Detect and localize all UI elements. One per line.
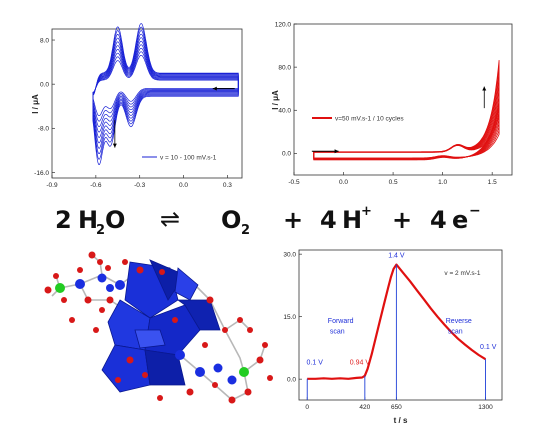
eq-plus-1: + [283,206,303,234]
ca-series-line [307,263,487,380]
eq-oxygen: O [221,206,241,234]
cv2-xtick-label: 1.5 [488,179,497,186]
ca-label-reverse: Reverse [446,318,472,325]
eq-proton: H [342,206,362,234]
cv2-ytick-label: 40.0 [278,108,291,115]
cv1-scan-arrowhead [212,86,217,91]
ca-ytick-label: 30.0 [283,251,296,258]
ca-xlabel: t / s [394,416,408,425]
ca-xtick-label: 420 [359,404,370,411]
ca-xtick-label: 0 [305,404,309,411]
ca-label-forward-scan: scan [330,328,345,335]
chart-current-time: 0 420 650 1300 30.0 15.0 0.0 t / s 0.1 V 0.94 V 1.… [283,249,503,425]
eq-proton-sup: + [361,204,372,219]
ca-xtick-label: 1300 [478,404,493,411]
ca-label-forward: Forward [328,318,354,325]
ca-label-end-voltage: 0.1 V [480,344,497,351]
cv2-series-9 [313,65,500,161]
ca-label-onset-voltage: 0.94 V [350,360,371,367]
cv2-legend-label: v=50 mV.s-1 / 10 cycles [335,116,404,123]
ca-xtick-label: 650 [391,404,402,411]
cv2-series-group [313,60,500,161]
cv1-series-10 [92,23,239,165]
chart-cv-cycles: -0.5 0.0 0.5 1.0 1.5 120.0 80.0 40.0 0.0 I / μA v=… [271,21,513,186]
eq-coef-electron: 4 [430,206,447,234]
cv1-ytick-label: -16.0 [34,170,49,177]
eq-equilibrium-arrow: ⇌ [160,205,180,233]
ca-frame [298,249,503,401]
ca-label-peak-voltage: 1.4 V [388,253,405,260]
cv1-increase-arrowhead [112,143,117,148]
eq-coef-proton: 4 [320,206,337,234]
cv1-xtick-label: -0.6 [90,182,102,189]
cv2-ytick-label: 80.0 [278,64,291,71]
cv2-frame [293,23,513,176]
equation-water-oxidation: 2 H 2 O ⇌ O 2 + 4 H + + 4 e − [55,203,481,238]
cv1-series-group [92,23,239,165]
cv2-series-10 [313,60,500,161]
cv1-ylabel: I / μA [31,94,40,114]
cv2-xtick-label: -0.5 [288,179,300,186]
eq-water-o: O [105,206,125,234]
eq-water-h: H [78,206,98,234]
cv2-ylabel: I / μA [271,90,280,110]
cv1-xtick-label: 0.3 [223,182,232,189]
cv1-xtick-label: -0.3 [134,182,146,189]
eq-electron: e [452,206,468,234]
cv2-ytick-label: 120.0 [275,21,292,28]
cv1-frame [51,28,243,179]
cv2-xtick-label: 1.0 [438,179,447,186]
cv2-xtick-label: 0.0 [339,179,348,186]
cv1-ytick-label: 0.0 [40,81,49,88]
cv1-xtick-label: 0.0 [179,182,188,189]
eq-coef-water: 2 [55,206,72,234]
cv1-legend-label: v = 10 - 100 mV.s-1 [160,155,217,162]
cv1-ytick-label: -8.0 [38,126,50,133]
ca-ytick-label: 15.0 [283,314,296,321]
cv2-ytick-label: 0.0 [282,151,291,158]
ca-ytick-label: 0.0 [287,376,296,383]
eq-electron-sup: − [469,203,481,219]
cv2-scan-arrowhead [334,149,339,154]
ca-label-reverse-scan: scan [448,328,463,335]
cv2-xtick-label: 0.5 [389,179,398,186]
cv2-increase-arrowhead [482,86,487,91]
cv1-ytick-label: 8.0 [40,37,49,44]
ca-label-start-voltage: 0.1 V [307,360,324,367]
ca-label-rate: v = 2 mV.s-1 [444,270,480,277]
eq-plus-2: + [392,206,412,234]
chart-cv-scan-rates: -0.9 -0.6 -0.3 0.0 0.3 8.0 0.0 -8.0 -16.0 I / μA v… [31,23,243,189]
eq-oxygen-sub: 2 [241,223,250,238]
eq-water-sub: 2 [96,223,105,238]
cv1-xtick-label: -0.9 [46,182,58,189]
polyoxometalate-structure-illustration [44,251,273,404]
